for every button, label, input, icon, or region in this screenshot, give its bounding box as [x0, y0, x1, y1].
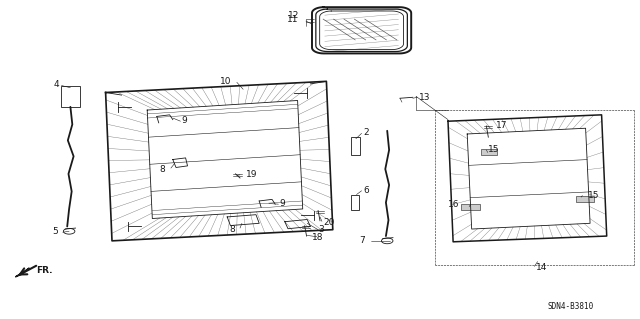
Text: 14: 14 [536, 263, 548, 272]
FancyBboxPatch shape [576, 196, 594, 202]
Text: 8: 8 [159, 165, 165, 174]
Text: 3: 3 [319, 225, 324, 234]
Text: 9: 9 [182, 116, 188, 125]
Text: 16: 16 [448, 200, 460, 209]
Text: 5: 5 [52, 227, 58, 236]
Text: 10: 10 [220, 77, 232, 86]
Text: 15: 15 [488, 145, 499, 154]
FancyBboxPatch shape [481, 149, 497, 155]
Text: 17: 17 [496, 121, 508, 130]
Text: 11: 11 [287, 15, 299, 24]
FancyBboxPatch shape [351, 137, 360, 155]
FancyBboxPatch shape [461, 204, 480, 210]
Text: FR.: FR. [36, 266, 53, 275]
FancyBboxPatch shape [351, 195, 359, 210]
Text: 18: 18 [312, 233, 324, 242]
Text: SDN4-B3810: SDN4-B3810 [547, 302, 593, 311]
Text: 8: 8 [229, 225, 235, 234]
Text: 15: 15 [588, 191, 599, 200]
Text: 20: 20 [323, 218, 335, 226]
Text: 12: 12 [287, 11, 299, 20]
Text: 9: 9 [280, 199, 285, 208]
FancyBboxPatch shape [61, 86, 80, 107]
Text: 6: 6 [363, 186, 369, 195]
Text: 19: 19 [246, 170, 258, 179]
Text: 4: 4 [53, 80, 59, 89]
Text: 13: 13 [419, 93, 430, 102]
Text: 7: 7 [359, 236, 365, 245]
Polygon shape [15, 268, 29, 277]
Text: 2: 2 [363, 128, 369, 137]
